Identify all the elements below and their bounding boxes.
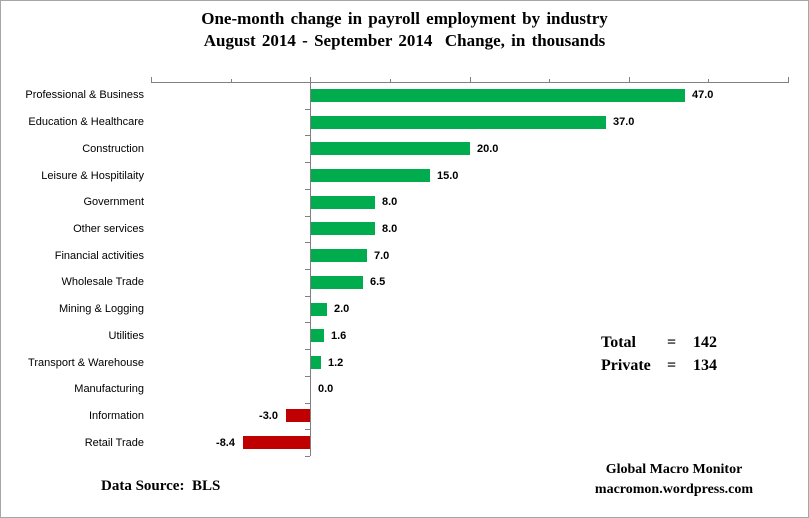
bar	[311, 142, 470, 155]
row-boundary-tick	[305, 162, 310, 163]
private-equals: =	[667, 357, 677, 374]
category-label: Wholesale Trade	[61, 276, 144, 288]
value-label: 1.6	[331, 330, 347, 342]
row-boundary-tick	[305, 322, 310, 323]
row-boundary-tick	[305, 456, 310, 457]
row-boundary-tick	[305, 376, 310, 377]
private-label: Private	[601, 357, 651, 374]
value-label: -8.4	[216, 437, 235, 449]
category-label: Professional & Business	[25, 89, 144, 101]
row-boundary-tick	[305, 296, 310, 297]
row-boundary-tick	[305, 189, 310, 190]
credit-line1: Global Macro Monitor	[605, 462, 743, 477]
value-label: 8.0	[382, 196, 398, 208]
category-label: Education & Healthcare	[28, 116, 144, 128]
x-axis-tick	[390, 79, 391, 82]
value-label: 8.0	[382, 223, 398, 235]
row-boundary-tick	[305, 135, 310, 136]
top-axis-line	[151, 82, 789, 83]
total-label: Total	[601, 334, 636, 351]
category-label: Government	[83, 196, 144, 208]
row-boundary-tick	[305, 216, 310, 217]
credit-block: Global Macro Monitor macromon.wordpress.…	[544, 460, 804, 500]
x-axis-tick	[549, 79, 550, 82]
value-label: 47.0	[692, 89, 714, 101]
x-axis-tick	[788, 77, 789, 82]
x-axis-tick	[470, 77, 471, 82]
bar	[311, 356, 321, 369]
value-label: 7.0	[374, 250, 390, 262]
row-boundary-tick	[305, 429, 310, 430]
value-label: 37.0	[613, 116, 635, 128]
row-boundary-tick	[305, 242, 310, 243]
category-label: Financial activities	[54, 250, 144, 262]
bar	[311, 329, 324, 342]
x-axis-tick	[629, 77, 630, 82]
x-axis-tick	[708, 79, 709, 82]
bar	[311, 276, 363, 289]
category-label: Retail Trade	[84, 437, 144, 449]
x-axis-tick	[310, 77, 311, 82]
value-label: -3.0	[259, 410, 278, 422]
category-label: Utilities	[108, 330, 144, 342]
bar	[311, 222, 375, 235]
x-axis-tick	[151, 77, 152, 82]
bar	[243, 436, 310, 449]
category-label: Other services	[73, 223, 144, 235]
category-label: Transport & Warehouse	[28, 357, 144, 369]
row-boundary-tick	[305, 403, 310, 404]
row-boundary-tick	[305, 269, 310, 270]
y-axis-line	[310, 82, 311, 456]
total-equals: =	[667, 334, 677, 351]
chart-title-line1: One-month change in payroll employment b…	[201, 9, 608, 28]
value-label: 1.2	[328, 357, 344, 369]
category-label: Information	[88, 410, 144, 422]
category-label: Mining & Logging	[58, 303, 144, 315]
bar	[311, 89, 685, 102]
x-axis-tick	[231, 79, 232, 82]
chart-title: One-month change in payroll employment b…	[1, 8, 808, 52]
row-boundary-tick	[305, 349, 310, 350]
bar	[311, 196, 375, 209]
chart-title-line2: August 2014 - September 2014 Change, in …	[203, 31, 606, 50]
bar	[311, 249, 367, 262]
value-label: 0.0	[318, 383, 334, 395]
bar	[311, 303, 327, 316]
value-label: 6.5	[370, 276, 386, 288]
row-boundary-tick	[305, 109, 310, 110]
bar	[311, 116, 606, 129]
private-value: 134	[693, 357, 717, 374]
bar	[311, 169, 430, 182]
credit-line2: macromon.wordpress.com	[594, 482, 754, 497]
category-label: Manufacturing	[74, 383, 144, 395]
data-source-note: Data Source: BLS	[101, 478, 221, 494]
private-row: Private = 134	[601, 354, 717, 377]
totals-annotation: Total = 142 Private = 134	[601, 331, 717, 377]
value-label: 20.0	[477, 143, 499, 155]
category-label: Leisure & Hospitilaity	[41, 170, 144, 182]
value-label: 15.0	[437, 170, 459, 182]
category-label: Construction	[82, 143, 144, 155]
total-value: 142	[693, 334, 717, 351]
row-boundary-tick	[305, 82, 310, 83]
bar	[286, 409, 310, 422]
total-row: Total = 142	[601, 331, 717, 354]
value-label: 2.0	[334, 303, 350, 315]
